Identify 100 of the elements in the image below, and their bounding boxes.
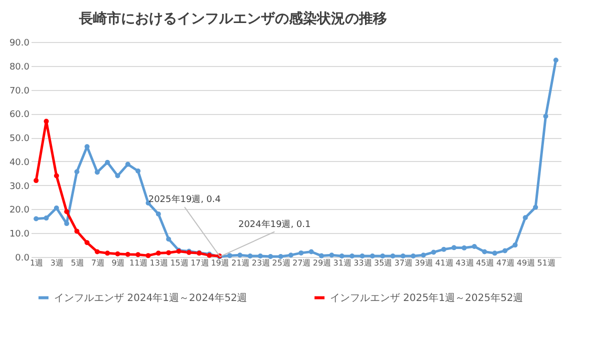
point bbox=[104, 160, 110, 165]
y-tick-label: 70.0 bbox=[9, 86, 30, 96]
y-tick-label: 40.0 bbox=[9, 158, 30, 168]
point bbox=[34, 178, 39, 184]
x-tick-label: 29週 bbox=[312, 258, 332, 268]
point bbox=[360, 254, 365, 259]
point bbox=[156, 212, 161, 216]
legend-label: インフルエンザ 2024年1週～2024年52週 bbox=[54, 292, 248, 304]
point bbox=[104, 250, 110, 256]
point bbox=[125, 162, 130, 167]
point bbox=[420, 252, 426, 258]
x-tick-label: 15週 bbox=[170, 258, 188, 268]
x-tick-label: 5週 bbox=[70, 258, 84, 268]
y-tick-label: 60.0 bbox=[9, 110, 30, 120]
point bbox=[451, 245, 456, 250]
point bbox=[166, 236, 172, 242]
point bbox=[329, 252, 334, 258]
point bbox=[472, 244, 477, 249]
point bbox=[94, 170, 100, 175]
point bbox=[522, 215, 528, 220]
point bbox=[166, 250, 172, 256]
x-tick-label: 27週 bbox=[292, 258, 311, 268]
y-tick-label: 10.0 bbox=[9, 230, 30, 240]
chart-title: 長崎市におけるインフルエンザの感染状況の推移 bbox=[78, 10, 387, 27]
y-tick-label: 0.0 bbox=[15, 254, 30, 264]
point bbox=[146, 253, 151, 258]
y-tick-label: 50.0 bbox=[9, 134, 30, 144]
point bbox=[136, 168, 141, 174]
point bbox=[34, 216, 39, 222]
x-tick-label: 3週 bbox=[50, 258, 64, 268]
point bbox=[94, 249, 100, 254]
point bbox=[533, 204, 538, 210]
legend-label: インフルエンザ 2025年1週～2025年52週 bbox=[330, 292, 524, 304]
point bbox=[248, 254, 253, 259]
point bbox=[74, 169, 80, 174]
x-tick-label: 19週 bbox=[210, 258, 230, 268]
point bbox=[258, 254, 263, 259]
x-tick-label: 25週 bbox=[272, 258, 290, 268]
point bbox=[84, 240, 90, 246]
point bbox=[553, 58, 558, 63]
point bbox=[268, 254, 274, 260]
x-tick-label: 49週 bbox=[516, 258, 535, 268]
point bbox=[64, 209, 70, 214]
point bbox=[278, 254, 284, 260]
point bbox=[350, 254, 355, 259]
point bbox=[380, 254, 386, 259]
x-tick-label: 45週 bbox=[476, 258, 494, 268]
point bbox=[370, 254, 375, 259]
x-tick-label: 33週 bbox=[354, 258, 372, 268]
point bbox=[318, 253, 324, 258]
point bbox=[237, 252, 242, 258]
y-tick-label: 90.0 bbox=[9, 38, 30, 48]
x-tick-label: 41週 bbox=[435, 258, 454, 268]
point bbox=[115, 173, 120, 178]
x-tick-label: 35週 bbox=[374, 258, 392, 268]
point bbox=[136, 252, 141, 258]
x-tick-label: 51週 bbox=[537, 258, 556, 268]
x-tick-label: 9週 bbox=[112, 258, 125, 268]
y-tick-label: 20.0 bbox=[9, 206, 30, 216]
point bbox=[339, 254, 344, 259]
x-tick-label: 13週 bbox=[150, 258, 168, 268]
point bbox=[441, 246, 446, 252]
annotation: 2024年19週, 0.1 bbox=[238, 218, 311, 230]
point bbox=[492, 250, 498, 256]
point bbox=[115, 251, 120, 256]
x-tick-label: 17週 bbox=[190, 258, 209, 268]
x-tick-label: 23週 bbox=[252, 258, 270, 268]
point bbox=[482, 249, 488, 254]
point bbox=[410, 254, 416, 259]
x-tick-label: 1週 bbox=[30, 258, 44, 268]
point bbox=[502, 248, 508, 254]
point bbox=[308, 249, 314, 254]
y-tick-label: 80.0 bbox=[9, 62, 30, 72]
point bbox=[400, 254, 406, 259]
x-tick-label: 39週 bbox=[414, 258, 433, 268]
point bbox=[227, 253, 232, 258]
x-tick-label: 11週 bbox=[129, 258, 148, 268]
point bbox=[462, 245, 467, 250]
x-tick-label: 31週 bbox=[333, 258, 352, 268]
point bbox=[125, 252, 130, 257]
point bbox=[54, 173, 59, 178]
y-tick-label: 30.0 bbox=[9, 182, 30, 192]
point bbox=[543, 114, 548, 119]
point bbox=[298, 250, 304, 256]
point bbox=[74, 228, 80, 234]
point bbox=[44, 118, 49, 124]
x-tick-label: 37週 bbox=[394, 258, 413, 268]
point bbox=[64, 221, 70, 226]
point bbox=[431, 250, 436, 255]
point bbox=[156, 250, 161, 256]
point bbox=[390, 254, 396, 259]
point bbox=[288, 252, 294, 258]
point bbox=[512, 242, 518, 248]
x-tick-label: 43週 bbox=[456, 258, 474, 268]
point bbox=[54, 206, 59, 211]
x-tick-label: 7週 bbox=[91, 258, 104, 268]
x-tick-label: 21週 bbox=[231, 258, 250, 268]
annotation: 2025年19週, 0.4 bbox=[148, 194, 222, 206]
point bbox=[44, 216, 49, 221]
x-tick-label: 47週 bbox=[496, 258, 515, 268]
